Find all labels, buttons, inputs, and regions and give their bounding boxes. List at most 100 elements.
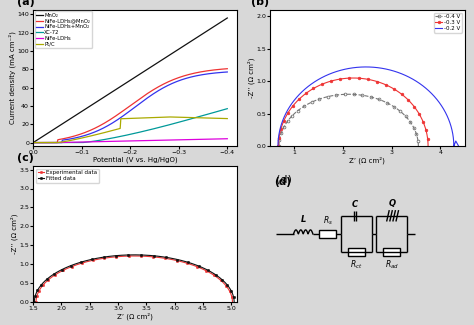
FancyBboxPatch shape [348, 248, 365, 256]
XC-72 [225, 107, 230, 111]
NiFe-LDHs [146, 138, 152, 142]
-0.3 V [425, 144, 431, 148]
Line: -0.3 V: -0.3 V [277, 77, 429, 148]
XC-72 [31, 141, 36, 145]
X-axis label: Potential (V vs. Hg/HgO): Potential (V vs. Hg/HgO) [93, 157, 177, 163]
NiFe-LDHs [31, 141, 36, 145]
Experimental data [33, 300, 39, 304]
Line: Fitted data: Fitted data [33, 254, 236, 304]
Line: -0.4 V: -0.4 V [278, 93, 420, 148]
Text: $R_{ct}$: $R_{ct}$ [350, 259, 363, 271]
-0.4 V [299, 106, 305, 110]
Legend: Experimental data, Fitted data: Experimental data, Fitted data [36, 169, 99, 183]
Text: (a): (a) [17, 0, 35, 7]
-0.3 V [423, 127, 428, 131]
-0.4 V [416, 144, 421, 148]
Text: (d): (d) [274, 177, 291, 187]
XC-72 [30, 141, 36, 145]
NiFe-LDHs@MnO₂ [146, 91, 152, 95]
Legend: -0.4 V, -0.3 V, -0.2 V: -0.4 V, -0.3 V, -0.2 V [434, 13, 462, 32]
-0.4 V [277, 138, 283, 142]
NiFe-LDHs [206, 137, 212, 141]
NiFe-LDHs [30, 141, 36, 145]
NiFe-LDHs@MnO₂ [30, 141, 36, 145]
XC-72 [206, 112, 212, 116]
Text: $R_{ad}$: $R_{ad}$ [384, 259, 399, 271]
Fitted data [162, 255, 168, 259]
MnO₂ [149, 64, 155, 68]
MnO₂ [145, 67, 151, 71]
MnO₂ [30, 141, 36, 145]
Fitted data [131, 253, 137, 257]
-0.3 V [275, 144, 281, 148]
XC-72 [194, 115, 200, 119]
NiFe-LDHs [194, 137, 200, 141]
Text: (c): (c) [17, 153, 34, 163]
NiFe-LDHs+MnO₂ [30, 141, 36, 145]
-0.4 V [345, 92, 351, 96]
-0.3 V [276, 136, 282, 140]
MnO₂ [194, 36, 200, 40]
XC-72 [145, 128, 151, 132]
NiFe-LDHs@MnO₂ [145, 91, 151, 95]
Line: XC-72: XC-72 [33, 109, 228, 143]
NiFe-LDHs [149, 138, 155, 142]
NiFe-LDHs+MnO₂ [31, 141, 36, 145]
Fitted data [31, 300, 37, 304]
Y-axis label: -Z’’ (Ω cm²): -Z’’ (Ω cm²) [247, 58, 255, 98]
-0.3 V [277, 131, 283, 135]
Experimental data [229, 300, 235, 304]
Line: NiFe-LDHs+MnO₂: NiFe-LDHs+MnO₂ [33, 72, 228, 143]
Fitted data [167, 256, 173, 260]
Experimental data [166, 257, 172, 261]
Line: NiFe-LDHs@MnO₂: NiFe-LDHs@MnO₂ [33, 69, 228, 143]
-0.4 V [413, 131, 419, 135]
Legend: MnO₂, NiFe-LDHs@MnO₂, NiFe-LDHs+MnO₂, XC-72, NiFe-LDHs, Pt/C: MnO₂, NiFe-LDHs@MnO₂, NiFe-LDHs+MnO₂, XC… [35, 11, 92, 48]
-0.3 V [350, 76, 356, 80]
Line: NiFe-LDHs: NiFe-LDHs [33, 139, 228, 143]
NiFe-LDHs+MnO₂ [206, 72, 212, 76]
MnO₂ [146, 67, 152, 71]
-0.3 V [301, 94, 306, 98]
Pt/C [225, 117, 230, 121]
Experimental data [219, 279, 224, 283]
NiFe-LDHs+MnO₂ [145, 96, 151, 99]
Pt/C [166, 115, 172, 119]
X-axis label: Z’ (Ω cm²): Z’ (Ω cm²) [349, 157, 385, 164]
NiFe-LDHs@MnO₂ [31, 141, 36, 145]
-0.2 V [275, 144, 281, 148]
NiFe-LDHs+MnO₂ [146, 95, 152, 99]
Text: C: C [352, 200, 358, 209]
Y-axis label: -Z’’ (Ω cm²): -Z’’ (Ω cm²) [10, 214, 18, 254]
NiFe-LDHs+MnO₂ [149, 93, 155, 97]
FancyBboxPatch shape [319, 230, 336, 238]
Experimental data [33, 300, 39, 304]
NiFe-LDHs [145, 138, 151, 142]
-0.4 V [415, 137, 420, 141]
NiFe-LDHs [225, 137, 230, 141]
Text: $R_s$: $R_s$ [322, 214, 332, 227]
MnO₂ [225, 16, 230, 20]
-0.2 V [372, 65, 378, 69]
Fitted data [231, 300, 237, 304]
Pt/C [30, 141, 36, 145]
Fitted data [220, 278, 226, 282]
-0.4 V [277, 135, 283, 138]
Fitted data [161, 255, 166, 259]
Line: Experimental data: Experimental data [35, 255, 234, 304]
-0.2 V [456, 144, 462, 148]
Experimental data [161, 256, 167, 260]
Pt/C [31, 141, 36, 145]
NiFe-LDHs@MnO₂ [206, 69, 212, 72]
Line: Pt/C: Pt/C [33, 117, 228, 143]
-0.4 V [276, 144, 282, 148]
NiFe-LDHs+MnO₂ [225, 70, 230, 74]
NiFe-LDHs@MnO₂ [194, 71, 200, 75]
MnO₂ [31, 140, 36, 144]
-0.4 V [288, 116, 293, 120]
XC-72 [149, 127, 155, 131]
NiFe-LDHs+MnO₂ [194, 74, 200, 78]
Pt/C [207, 116, 213, 120]
NiFe-LDHs@MnO₂ [225, 67, 230, 71]
X-axis label: Z’ (Ω cm²): Z’ (Ω cm²) [117, 313, 153, 320]
